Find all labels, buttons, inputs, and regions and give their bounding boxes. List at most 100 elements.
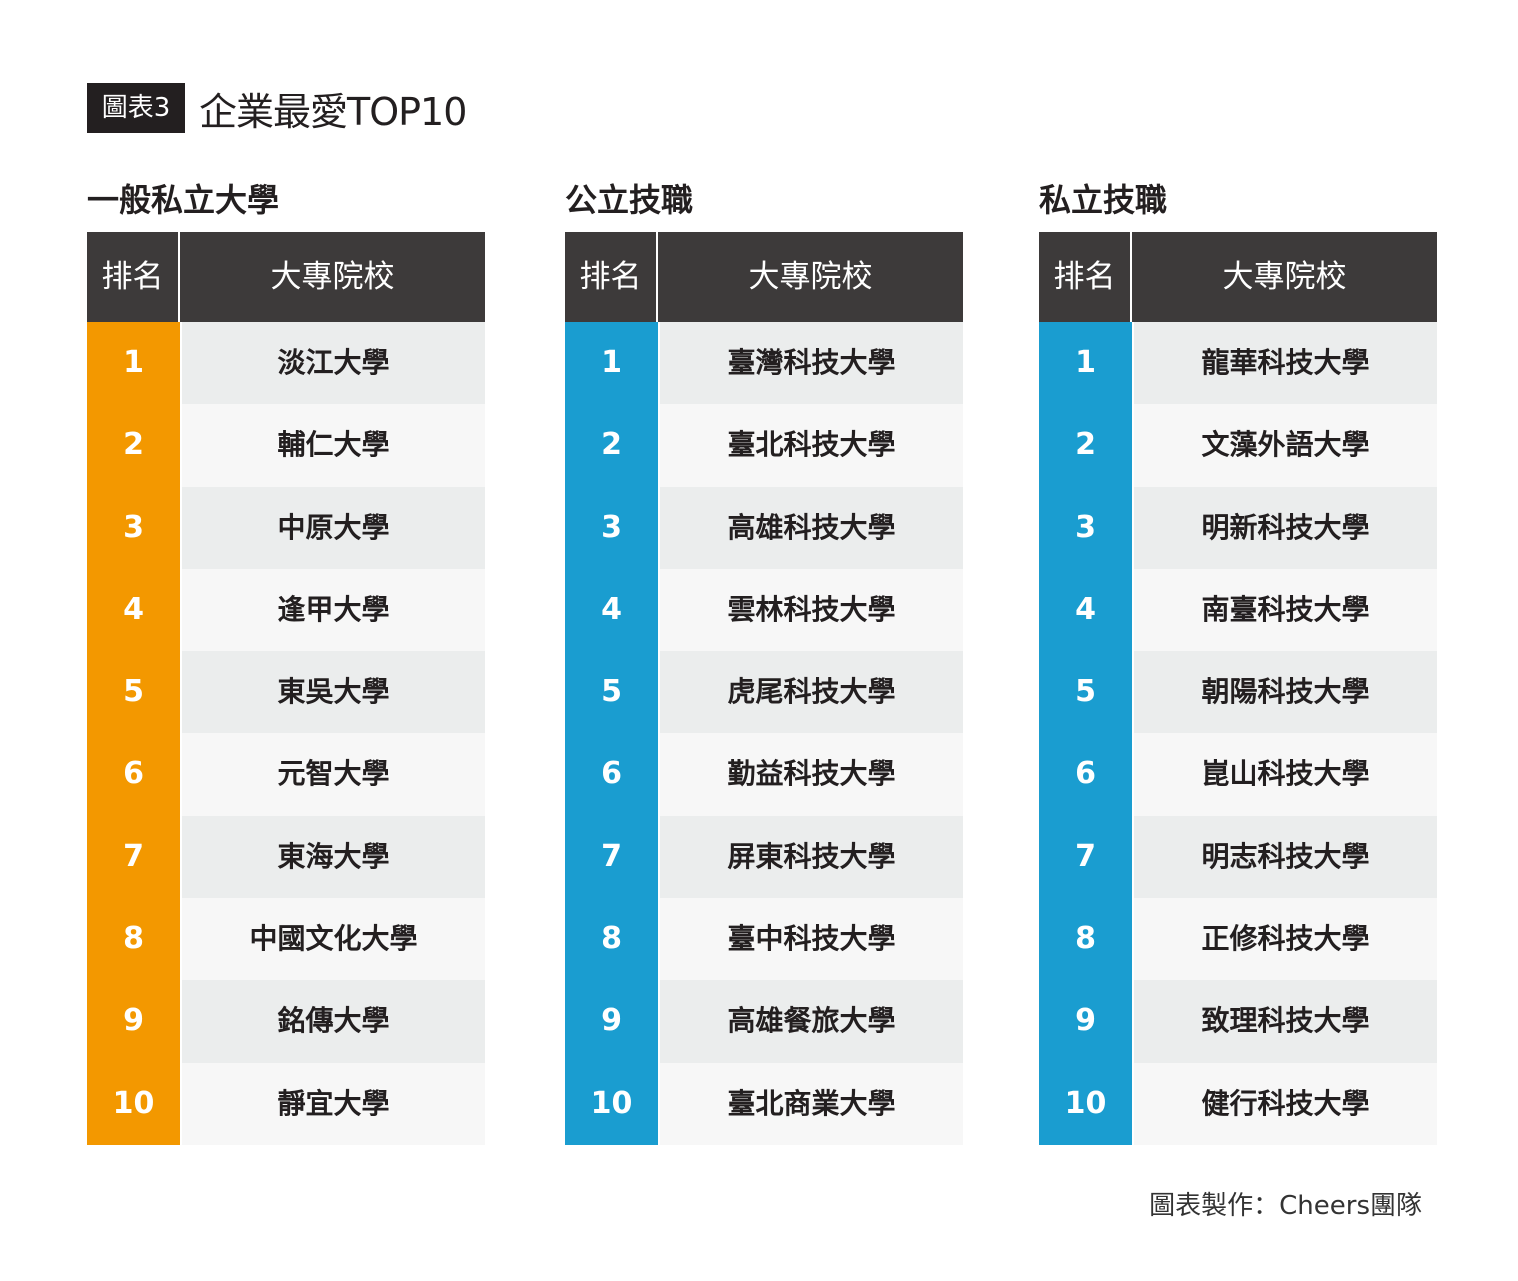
rank-cell: 2	[1039, 404, 1132, 487]
rank-cell: 5	[87, 651, 180, 734]
school-cell: 逢甲大學	[182, 568, 485, 652]
rank-cell: 7	[565, 815, 658, 899]
school-cell: 龍華科技大學	[1134, 322, 1437, 405]
rank-cell: 4	[87, 568, 180, 652]
table-private-tech: 私立技職 排名 大專院校 1 龍華科技大學 2 文藻外語大學 3 明新科技大學 4 南臺科技大…	[1039, 170, 1437, 1145]
table-row: 9 銘傳大學	[87, 980, 485, 1063]
table-row: 1 臺灣科技大學	[565, 322, 963, 405]
school-cell: 高雄餐旅大學	[660, 980, 963, 1063]
school-cell: 元智大學	[182, 733, 485, 816]
school-cell: 健行科技大學	[1134, 1062, 1437, 1145]
ranking-table: 排名 大專院校 1 龍華科技大學 2 文藻外語大學 3 明新科技大學 4 南臺科技大學 5 朝陽科…	[1039, 232, 1437, 1145]
table-header: 排名 大專院校	[87, 232, 485, 322]
rank-cell: 1	[565, 322, 658, 405]
table-row: 9 高雄餐旅大學	[565, 980, 963, 1063]
school-cell: 輔仁大學	[182, 404, 485, 487]
school-cell: 虎尾科技大學	[660, 651, 963, 734]
table-row: 6 元智大學	[87, 733, 485, 816]
table-row: 8 中國文化大學	[87, 898, 485, 981]
table-row: 7 東海大學	[87, 815, 485, 899]
table-row: 9 致理科技大學	[1039, 980, 1437, 1063]
school-cell: 銘傳大學	[182, 980, 485, 1063]
school-cell: 致理科技大學	[1134, 980, 1437, 1063]
rank-cell: 6	[565, 733, 658, 816]
table-row: 6 勤益科技大學	[565, 733, 963, 816]
table-row: 7 屏東科技大學	[565, 815, 963, 899]
rank-cell: 9	[1039, 980, 1132, 1063]
school-cell: 高雄科技大學	[660, 486, 963, 569]
table-row: 3 高雄科技大學	[565, 486, 963, 569]
rank-cell: 10	[1039, 1062, 1132, 1145]
table-row: 7 明志科技大學	[1039, 815, 1437, 899]
rank-cell: 5	[565, 651, 658, 734]
school-cell: 南臺科技大學	[1134, 568, 1437, 652]
school-cell: 崑山科技大學	[1134, 733, 1437, 816]
table-row: 2 臺北科技大學	[565, 404, 963, 487]
figure-tag: 圖表3	[87, 83, 185, 133]
table-row: 8 臺中科技大學	[565, 898, 963, 981]
table-row: 2 輔仁大學	[87, 404, 485, 487]
table-row: 1 淡江大學	[87, 322, 485, 405]
rank-cell: 1	[87, 322, 180, 405]
table-header: 排名 大專院校	[565, 232, 963, 322]
school-cell: 臺灣科技大學	[660, 322, 963, 405]
table-private-university: 一般私立大學 排名 大專院校 1 淡江大學 2 輔仁大學 3 中原大學 4 逢甲大學 5 東吳大學…	[87, 170, 485, 1145]
rank-cell: 8	[87, 898, 180, 981]
rank-header: 排名	[1039, 232, 1132, 322]
table-row: 3 明新科技大學	[1039, 486, 1437, 569]
rank-header: 排名	[87, 232, 180, 322]
school-cell: 正修科技大學	[1134, 898, 1437, 981]
school-cell: 勤益科技大學	[660, 733, 963, 816]
rank-cell: 1	[1039, 322, 1132, 405]
chart-credit: 圖表製作：Cheers團隊	[1149, 1191, 1422, 1221]
school-cell: 臺中科技大學	[660, 898, 963, 981]
school-header: 大專院校	[1222, 259, 1347, 295]
school-cell: 臺北商業大學	[660, 1062, 963, 1145]
table-public-tech: 公立技職 排名 大專院校 1 臺灣科技大學 2 臺北科技大學 3 高雄科技大學 4 雲林科技大…	[565, 170, 963, 1145]
table-heading: 私立技職	[1039, 181, 1168, 219]
school-cell: 淡江大學	[182, 322, 485, 405]
school-cell: 東吳大學	[182, 651, 485, 734]
ranking-table: 排名 大專院校 1 淡江大學 2 輔仁大學 3 中原大學 4 逢甲大學 5 東吳大學 6 元智大學 7 東…	[87, 232, 485, 1145]
rank-cell: 2	[565, 404, 658, 487]
table-row: 5 東吳大學	[87, 651, 485, 734]
table-row: 10 健行科技大學	[1039, 1062, 1437, 1145]
table-row: 10 靜宜大學	[87, 1062, 485, 1145]
school-cell: 文藻外語大學	[1134, 404, 1437, 487]
school-header: 大專院校	[748, 259, 873, 295]
chart-title: 企業最愛TOP10	[199, 89, 467, 134]
table-header: 排名 大專院校	[1039, 232, 1437, 322]
ranking-table: 排名 大專院校 1 臺灣科技大學 2 臺北科技大學 3 高雄科技大學 4 雲林科技大學 5 虎尾科…	[565, 232, 963, 1145]
rank-cell: 7	[87, 815, 180, 899]
rank-cell: 9	[87, 980, 180, 1063]
rank-cell: 4	[565, 568, 658, 652]
rank-cell: 7	[1039, 815, 1132, 899]
school-cell: 明新科技大學	[1134, 486, 1437, 569]
rank-cell: 6	[1039, 733, 1132, 816]
chart-title-row: 圖表3 企業最愛TOP10	[87, 82, 467, 134]
rank-header: 排名	[565, 232, 658, 322]
table-row: 4 逢甲大學	[87, 568, 485, 652]
rank-cell: 3	[1039, 486, 1132, 569]
rank-cell: 2	[87, 404, 180, 487]
table-row: 1 龍華科技大學	[1039, 322, 1437, 405]
table-heading: 一般私立大學	[87, 181, 280, 219]
table-row: 5 朝陽科技大學	[1039, 651, 1437, 734]
rank-cell: 10	[87, 1062, 180, 1145]
table-heading: 公立技職	[565, 181, 694, 219]
rank-cell: 10	[565, 1062, 658, 1145]
rank-cell: 3	[87, 486, 180, 569]
school-cell: 雲林科技大學	[660, 568, 963, 652]
rank-cell: 6	[87, 733, 180, 816]
school-cell: 朝陽科技大學	[1134, 651, 1437, 734]
school-cell: 靜宜大學	[182, 1062, 485, 1145]
table-row: 4 雲林科技大學	[565, 568, 963, 652]
school-cell: 明志科技大學	[1134, 815, 1437, 899]
table-row: 3 中原大學	[87, 486, 485, 569]
school-cell: 中原大學	[182, 486, 485, 569]
school-cell: 臺北科技大學	[660, 404, 963, 487]
rank-cell: 5	[1039, 651, 1132, 734]
school-cell: 中國文化大學	[182, 898, 485, 981]
rank-cell: 4	[1039, 568, 1132, 652]
table-row: 10 臺北商業大學	[565, 1062, 963, 1145]
